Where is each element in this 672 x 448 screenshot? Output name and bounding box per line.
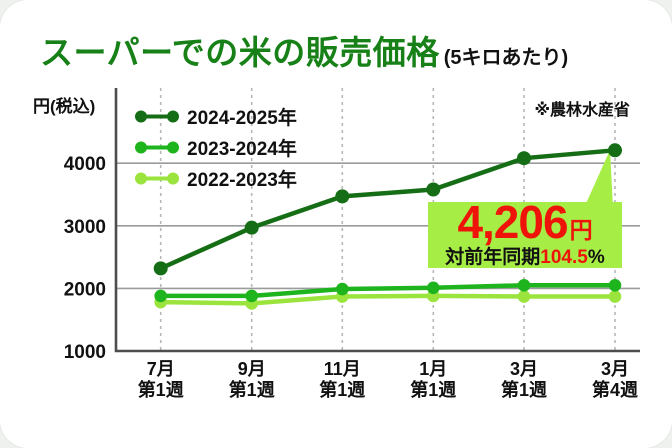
series-line-2023-2024年	[158, 283, 618, 299]
line-series-icon	[135, 172, 179, 185]
x-tick-label: 3月第4週	[592, 359, 638, 400]
axis-lines	[114, 88, 640, 353]
data-point	[426, 182, 441, 197]
data-point	[608, 143, 622, 158]
data-point	[517, 151, 531, 166]
legend-item-2022-2023: 2022-2023年	[134, 166, 297, 191]
legend-label: 2022-2023年	[187, 170, 297, 191]
x-tick-label: 1月第1週	[410, 359, 456, 400]
callout-comparison-label: 対前年同期	[445, 247, 541, 268]
data-point	[245, 289, 258, 303]
legend-label: 2023-2024年	[187, 139, 297, 160]
legend: 2024-2025年 2023-2024年 2022-2023年	[134, 104, 297, 191]
legend-label: 2024-2025年	[187, 108, 297, 129]
y-axis-unit-label: 円(税込)	[33, 97, 96, 116]
y-tick-label: 3000	[64, 217, 106, 238]
data-point	[335, 189, 350, 204]
series-line-2022-2023年	[158, 293, 618, 306]
title-main-text: スーパーでの米の販売価格	[40, 34, 440, 71]
data-point	[608, 290, 622, 303]
data-point	[153, 261, 168, 276]
y-tick-label: 1000	[64, 342, 106, 363]
callout-pointer	[584, 150, 613, 208]
line-series-icon	[135, 110, 179, 123]
y-tick-label: 2000	[64, 279, 106, 300]
series-line-2024-2025年	[158, 148, 618, 271]
callout-price-value: 4,206	[457, 196, 568, 248]
legend-item-2023-2024: 2023-2024年	[134, 135, 297, 160]
callout-price-unit: 円	[569, 217, 593, 243]
x-tick-label: 11月第1週	[319, 359, 365, 400]
line-series-icon	[135, 141, 179, 154]
data-point	[517, 290, 531, 303]
callout-comparison-line: 対前年同期104.5%	[445, 248, 604, 267]
data-point	[336, 282, 349, 296]
page-title: スーパーでの米の販売価格 (5キロあたり)	[40, 26, 568, 74]
legend-item-2024-2025: 2024-2025年	[134, 104, 297, 129]
x-tick-label: 9月第1週	[229, 359, 275, 400]
source-note: ※農林水産省	[534, 102, 630, 119]
callout-price-line: 4,206 円	[457, 199, 592, 245]
callout-comparison-value: 104.5	[540, 247, 588, 268]
data-point	[244, 220, 259, 235]
data-point	[154, 289, 167, 303]
x-tick-label: 3月第1週	[501, 359, 547, 400]
data-point	[427, 281, 440, 295]
callout-comparison-suffix: %	[587, 247, 605, 268]
price-callout: 4,206 円 対前年同期104.5%	[428, 199, 622, 268]
title-unit-suffix: (5キロあたり)	[443, 47, 569, 69]
data-point	[517, 278, 531, 292]
x-tick-label: 7月第1週	[138, 359, 184, 400]
data-point	[608, 278, 622, 292]
y-tick-label: 4000	[64, 154, 106, 175]
